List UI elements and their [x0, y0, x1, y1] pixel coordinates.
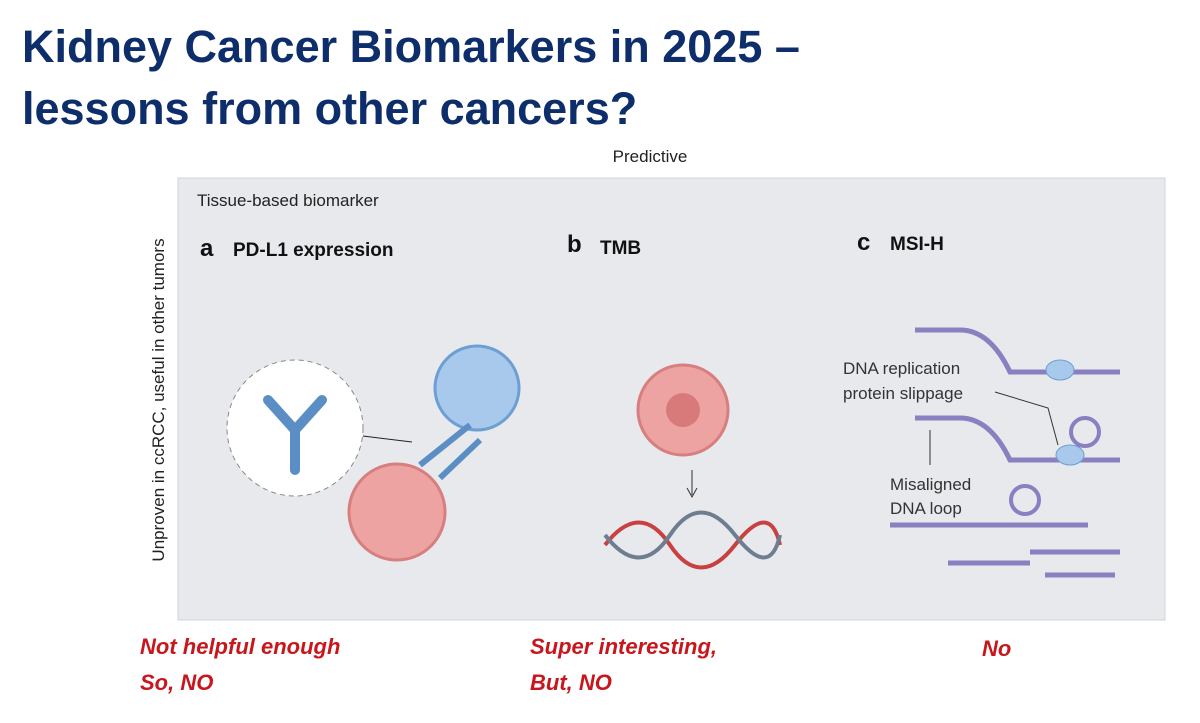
panel-letter: a — [200, 235, 214, 262]
panel-letter: b — [567, 231, 582, 258]
panel-heading: Tissue-based biomarker — [197, 191, 379, 210]
annotation: Misaligned — [890, 475, 971, 494]
dna-strand — [890, 522, 1120, 578]
panel-title: PD-L1 expression — [233, 240, 394, 261]
dna-strand — [915, 415, 1120, 463]
verdict: Super interesting, — [530, 634, 717, 659]
annotation: DNA loop — [890, 499, 962, 518]
verdict: Not helpful enough — [140, 634, 340, 659]
dna-loop — [1009, 484, 1041, 516]
callout-line — [362, 435, 413, 443]
polymerase — [1045, 359, 1075, 381]
panel-letter: c — [857, 229, 870, 256]
nucleus — [666, 393, 700, 427]
title-line: Kidney Cancer Biomarkers in 2025 – — [22, 21, 800, 72]
annotation: protein slippage — [843, 384, 963, 403]
receptor — [418, 422, 483, 481]
verdict: So, NO — [140, 670, 213, 695]
dna-strand — [915, 327, 1120, 375]
callout-line — [994, 391, 1059, 446]
antibody — [263, 395, 327, 475]
row-label: Unproven in ccRCC, useful in other tumor… — [149, 238, 168, 561]
verdict: No — [982, 636, 1011, 661]
column-header: Predictive — [613, 147, 688, 166]
verdict: But, NO — [530, 670, 612, 695]
tumor-cell — [347, 462, 447, 562]
t-cell — [433, 344, 521, 432]
panel-title: MSI-H — [890, 234, 944, 255]
polymerase — [1055, 444, 1085, 466]
dna-strand — [603, 520, 782, 570]
panel-title: TMB — [600, 238, 641, 259]
dna-strand — [603, 510, 782, 560]
arrow — [686, 470, 698, 499]
title-line: lessons from other cancers? — [22, 83, 637, 134]
dna-loop — [1069, 416, 1101, 448]
annotation: DNA replication — [843, 359, 960, 378]
